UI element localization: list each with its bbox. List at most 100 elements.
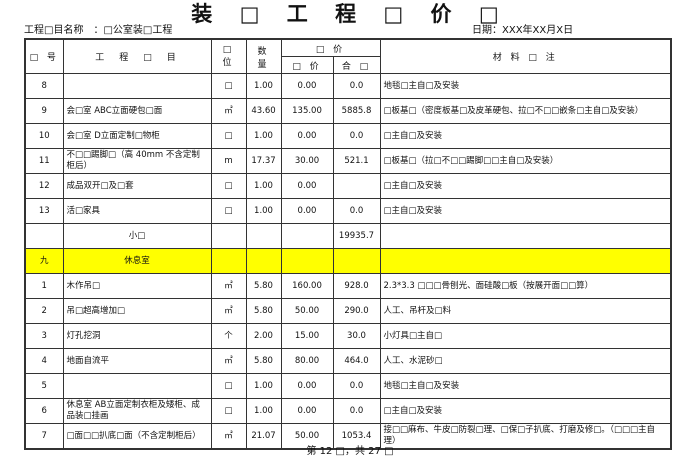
header-unit-price: □ 价 <box>280 56 334 74</box>
cell-total <box>332 173 381 199</box>
quote-table: □ 号 工 程 □ 目 □ 位 数 量 □ 价 材 料 □ 注 □ 价 合 □ … <box>24 38 672 450</box>
cell-qty <box>245 223 282 249</box>
cell-seq: 7 <box>24 423 64 450</box>
cell-price: 0.00 <box>280 398 334 424</box>
cell-price: 0.00 <box>280 373 334 399</box>
cell-unit: □ <box>210 398 247 424</box>
cell-qty: 1.00 <box>245 173 282 199</box>
table-row: 5 □ 1.00 0.00 0.0 地毯□主自□及安装 <box>24 373 672 399</box>
cell-notes: □主自□及安装 <box>379 398 672 424</box>
cell-unit: m <box>210 148 247 174</box>
cell-total: 0.0 <box>332 398 381 424</box>
cell-seq: 13 <box>24 198 64 224</box>
cell-price <box>280 223 334 249</box>
cell-seq: 2 <box>24 298 64 324</box>
header-qty: 数 量 <box>245 38 282 74</box>
cell-total: 0.0 <box>332 123 381 149</box>
cell-price <box>280 248 334 274</box>
cell-qty: 5.80 <box>245 273 282 299</box>
cell-price: 80.00 <box>280 348 334 374</box>
cell-item: 小□ <box>62 223 212 249</box>
table-row: 13 活□家具 □ 1.00 0.00 0.0 □主自□及安装 <box>24 198 672 224</box>
cell-notes: □主自□及安装 <box>379 123 672 149</box>
table-row: 3 灯孔挖洞个 2.00 15.00 30.0 小灯具□主自□ <box>24 323 672 349</box>
cell-qty: 1.00 <box>245 123 282 149</box>
table-row: 8 □ 1.00 0.00 0.0 地毯□主自□及安装 <box>24 73 672 99</box>
cell-price: 0.00 <box>280 123 334 149</box>
cell-seq <box>24 223 64 249</box>
cell-seq: 11 <box>24 148 64 174</box>
cell-qty: 17.37 <box>245 148 282 174</box>
cell-price: 0.00 <box>280 173 334 199</box>
cell-notes: 地毯□主自□及安装 <box>379 373 672 399</box>
cell-item: 地面自流平 <box>62 348 212 374</box>
cell-unit: ㎡ <box>210 298 247 324</box>
cell-total: 0.0 <box>332 73 381 99</box>
cell-notes: 小灯具□主自□ <box>379 323 672 349</box>
header-total: 合 □ <box>332 56 381 74</box>
cell-total: 928.0 <box>332 273 381 299</box>
cell-total: 464.0 <box>332 348 381 374</box>
cell-item: 会□室 ABC立面硬包□面 <box>62 98 212 124</box>
cell-notes: 地毯□主自□及安装 <box>379 73 672 99</box>
cell-seq: 10 <box>24 123 64 149</box>
cell-unit <box>210 248 247 274</box>
cell-unit: ㎡ <box>210 348 247 374</box>
cell-seq: 3 <box>24 323 64 349</box>
cell-notes: □主自□及安装 <box>379 173 672 199</box>
cell-price: 0.00 <box>280 73 334 99</box>
document-title: 装 □ 工 程 □ 价 □ <box>191 2 509 26</box>
table-row: 6 休息室 AB立面定制衣柜及矮柜、成品装□挂画 □ 1.00 0.00 0.0 □主自□及… <box>24 398 672 424</box>
table-row: 2 吊□超高增加□ ㎡ 5.80 50.00 290.0 人工、吊杆及□料 <box>24 298 672 324</box>
cell-seq: 12 <box>24 173 64 199</box>
cell-notes <box>379 223 672 249</box>
cell-price: 50.00 <box>280 298 334 324</box>
cell-item: □面□□扒底□面（不含定制柜后） <box>62 423 212 450</box>
cell-total: 1053.4 <box>332 423 381 450</box>
cell-qty: 43.60 <box>245 98 282 124</box>
section-row: 九休息室 <box>24 248 672 274</box>
cell-price: 135.00 <box>280 98 334 124</box>
cell-price: 160.00 <box>280 273 334 299</box>
cell-total <box>332 248 381 274</box>
cell-unit <box>210 223 247 249</box>
cell-seq: 4 <box>24 348 64 374</box>
header-price-group: □ 价 <box>280 38 381 57</box>
cell-seq: 1 <box>24 273 64 299</box>
cell-seq: 5 <box>24 373 64 399</box>
cell-total: 0.0 <box>332 198 381 224</box>
cell-unit: 个 <box>210 323 247 349</box>
cell-notes: 人工、吊杆及□料 <box>379 298 672 324</box>
cell-item: 吊□超高增加□ <box>62 298 212 324</box>
cell-unit: □ <box>210 373 247 399</box>
cell-unit: □ <box>210 173 247 199</box>
cell-total: 0.0 <box>332 373 381 399</box>
cell-qty: 1.00 <box>245 73 282 99</box>
cell-unit: □ <box>210 198 247 224</box>
cell-qty: 2.00 <box>245 323 282 349</box>
cell-seq: 九 <box>24 248 64 274</box>
cell-price: 15.00 <box>280 323 334 349</box>
date-label: 日期：XXX年XX月X日 <box>472 25 574 36</box>
cell-total: 30.0 <box>332 323 381 349</box>
cell-total: 5885.8 <box>332 98 381 124</box>
cell-notes: □板基□（拉□不□□踢脚□□主自□及安装） <box>379 148 672 174</box>
cell-unit: ㎡ <box>210 98 247 124</box>
header-seq: □ 号 <box>24 38 64 74</box>
subtotal-row: 小□ 19935.7 <box>24 223 672 249</box>
cell-item: 休息室 AB立面定制衣柜及矮柜、成品装□挂画 <box>62 398 212 424</box>
cell-item: 休息室 <box>62 248 212 274</box>
cell-item: 灯孔挖洞 <box>62 323 212 349</box>
cell-item <box>62 73 212 99</box>
table-row: 1 木作吊□ ㎡ 5.80 160.00 928.0 2.3*3.3 □□□骨刨光、面硅酸□… <box>24 273 672 299</box>
cell-price: 50.00 <box>280 423 334 450</box>
cell-unit: □ <box>210 73 247 99</box>
cell-seq: 8 <box>24 73 64 99</box>
cell-total: 521.1 <box>332 148 381 174</box>
cell-item: 会□室 D立面定制□物柜 <box>62 123 212 149</box>
cell-seq: 6 <box>24 398 64 424</box>
cell-notes: □主自□及安装 <box>379 198 672 224</box>
cell-notes: 人工、水泥砂□ <box>379 348 672 374</box>
cell-item <box>62 373 212 399</box>
